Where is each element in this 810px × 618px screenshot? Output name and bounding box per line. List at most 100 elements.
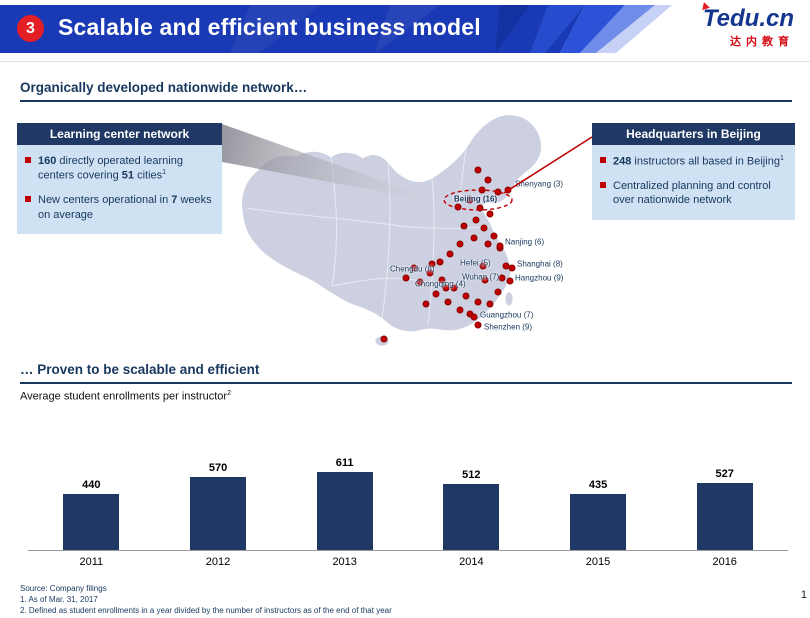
city-dot-icon [496,242,504,250]
footnote-line: 1. As of Mar. 31, 2017 [20,594,98,604]
city-dot-icon [508,264,516,272]
city-dot-icon [472,216,480,224]
axis-year-label: 2014 [459,556,484,568]
city-dot-icon [506,277,514,285]
city-dot-icon [486,300,494,308]
learning-center-network-box: Learning center network 160 directly ope… [17,123,222,234]
city-label: Chongqing (4) [415,279,466,289]
city-label: Shenyang (3) [515,179,564,189]
logo-chinese-text: 达内教育 [730,36,794,48]
chart-subtitle-footnote-ref: 2 [227,390,231,397]
city-dot-icon [474,321,482,329]
bar [190,477,246,550]
city-dot-icon [486,210,494,218]
section-heading-scalable: … Proven to be scalable and efficient [20,362,792,384]
city-label: Guangzhou (7) [480,310,534,320]
city-dot-icon [494,288,502,296]
header-pattern [0,5,672,53]
bar-value-label: 611 [335,457,354,469]
city-dot-icon [402,274,410,282]
city-label: Hangzhou (9) [515,273,564,283]
chart-subtitle: Average student enrollments per instruct… [20,390,231,403]
slide-number-badge: 3 [17,15,44,42]
city-dot-icon [478,186,486,194]
city-dot-icon [428,260,436,268]
footnote-line: 2. Defined as student enrollments in a y… [20,605,392,615]
city-dot-icon [380,335,388,343]
chart-plot-area: 440 570 611 512 435 527 [28,424,788,551]
city-dot-icon [462,292,470,300]
headquarters-box: Headquarters in Beijing 248 instructors … [592,123,795,220]
axis-year-label: 2012 [205,556,231,568]
city-dot-icon [474,298,482,306]
learning-center-network-box-title: Learning center network [17,123,222,145]
city-dot-icon [456,240,464,248]
headquarters-box-body: 248 instructors all based in Beijing1 Cen… [592,145,795,220]
city-dot-icon [490,232,498,240]
bullet-item: 248 instructors all based in Beijing1 [600,154,787,169]
bullet-item: New centers operational in 7 weeks on av… [25,193,214,222]
section-heading-network: Organically developed nationwide network… [20,80,792,102]
axis-year-label: 2011 [79,556,104,568]
city-label: Hefei (5) [460,258,491,268]
city-dot-icon [470,313,478,321]
city-dot-icon [481,276,489,284]
bar-column: 512 [408,469,535,550]
slide-header: 3 Scalable and efficient business model … [0,0,810,62]
footnote-line: Source: Company filings [20,584,107,593]
china-map-icon [241,114,543,347]
bullet-text: Centralized planning and control over na… [613,179,771,207]
axis-year-label: 2013 [332,556,357,568]
bar-value-label: 570 [208,462,228,474]
bar-value-label: 527 [715,468,734,480]
bullet-square-icon [25,157,31,163]
city-dot-icon [446,250,454,258]
headquarters-box-title: Headquarters in Beijing [592,123,795,145]
city-label: Wuhan (7) [462,272,500,282]
bar-column: 527 [661,468,788,550]
header-divider [0,61,810,62]
slide-number: 3 [26,19,35,37]
axis-year-label: 2016 [712,556,737,568]
city-dot-icon [454,203,462,211]
city-dot-icon [450,284,458,292]
bar [63,494,120,550]
learning-center-network-box-body: 160 directly operated learning centers c… [17,145,222,234]
chart-x-axis: 2011 2012 2013 2014 2015 2016 [28,551,788,568]
city-dot-icon [416,278,424,286]
city-dot-icon [474,166,482,174]
bar-column: 611 [281,457,408,550]
city-label: Shenzhen (9) [484,322,533,332]
city-dot-icon [484,176,492,184]
page-title: Scalable and efficient business model [58,14,481,40]
axis-year-label: 2015 [585,556,611,568]
bullet-item: 160 directly operated learning centers c… [25,154,214,183]
bar-value-label: 435 [588,479,608,491]
enrollments-bar-chart: 440 570 611 512 435 527 2011 2012 2013 2014 2015 2… [28,424,788,568]
bar [570,494,627,550]
city-dot-icon [479,262,487,270]
city-dot-icon [460,222,468,230]
city-dot-icon [476,204,484,212]
bullet-square-icon [25,196,31,203]
china-map: Shenyang (3) Beijing (16) Nanjing (6) Hefei… [232,108,592,358]
city-dot-icon [504,186,512,194]
bullet-text: 248 instructors all based in Beijing1 [613,155,784,168]
logo-brand: Tedu.cn [702,5,794,32]
bar [696,483,753,550]
city-label: Chengdu (6) [390,264,435,274]
bar-value-label: 512 [462,469,481,481]
bar [443,484,500,550]
city-dot-icon [426,269,434,277]
city-dot-icon [480,224,488,232]
city-dot-icon [470,234,478,242]
bar-column: 440 [28,479,155,550]
city-dot-icon [436,258,444,266]
bullet-square-icon [600,181,606,188]
page-number: 1 [800,589,807,601]
bar-column: 435 [535,479,662,550]
bullet-text: New centers operational in 7 weeks on av… [38,194,212,221]
tedu-logo: Tedu.cn 达内教育 [699,0,794,49]
bar-column: 570 [155,462,282,550]
